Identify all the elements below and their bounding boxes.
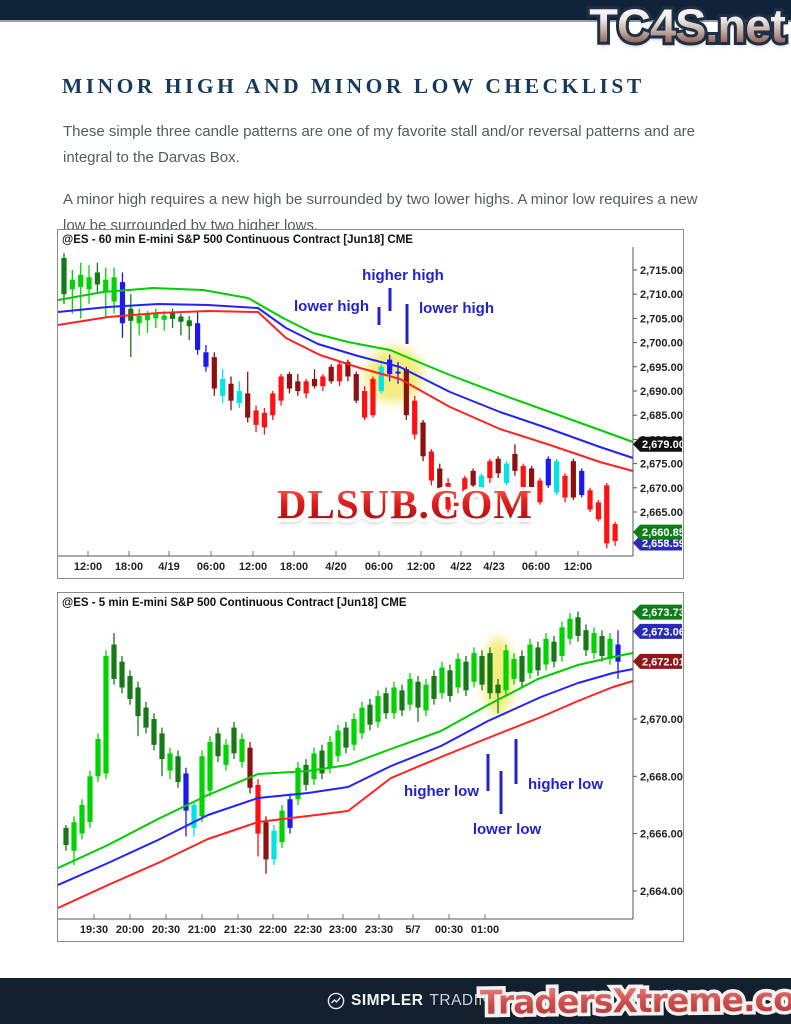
svg-text:2,710.00: 2,710.00 bbox=[640, 289, 683, 301]
svg-text:4/20: 4/20 bbox=[325, 561, 346, 573]
chart-5min-canvas: 2,670.00 2,668.00 2,666.00 2,664.00 19:30 20:… bbox=[58, 597, 683, 936]
svg-text:4/23: 4/23 bbox=[483, 561, 504, 573]
chart-5min: 2,670.00 2,668.00 2,666.00 2,664.00 19:30 20:… bbox=[57, 592, 684, 942]
brand-simpler: SIMPLER bbox=[351, 992, 424, 1009]
svg-text:20:30: 20:30 bbox=[152, 924, 180, 936]
candles bbox=[63, 611, 621, 874]
svg-text:2,670.00: 2,670.00 bbox=[640, 714, 683, 726]
svg-text:4/22: 4/22 bbox=[450, 561, 471, 573]
top-navy-bar bbox=[0, 0, 791, 22]
tc4s-watermark-outline: TC4S.net bbox=[586, 0, 789, 55]
footer-bar bbox=[0, 978, 791, 1024]
svg-text:2,679.00: 2,679.00 bbox=[642, 439, 683, 451]
price-marker-boxes: 2,679.00 2,658.592,660.85 bbox=[633, 436, 683, 551]
svg-text:18:00: 18:00 bbox=[115, 561, 143, 573]
page-title: MINOR HIGH AND MINOR LOW CHECKLIST bbox=[62, 74, 645, 99]
svg-text:2,673.73: 2,673.73 bbox=[642, 607, 683, 619]
svg-text:23:00: 23:00 bbox=[329, 924, 357, 936]
registered-mark: ® bbox=[509, 993, 514, 1000]
ma-green bbox=[58, 287, 634, 443]
intro-paragraph: These simple three candle patterns are o… bbox=[63, 123, 695, 166]
simpler-trading-icon bbox=[327, 992, 345, 1010]
svg-text:5/7: 5/7 bbox=[405, 924, 420, 936]
svg-text:2,668.00: 2,668.00 bbox=[640, 771, 683, 783]
tradersxtreme-text: TradersXtreme.com bbox=[480, 979, 791, 1022]
svg-text:2,673.06: 2,673.06 bbox=[642, 626, 683, 638]
ma-blue bbox=[58, 303, 634, 459]
tc4s-watermark: TC4S.net TC4S.net bbox=[586, 0, 789, 56]
svg-text:2,715.00: 2,715.00 bbox=[640, 265, 683, 277]
svg-text:2,665.00: 2,665.00 bbox=[640, 507, 683, 519]
svg-text:12:00: 12:00 bbox=[239, 561, 267, 573]
svg-text:2,700.00: 2,700.00 bbox=[640, 338, 683, 350]
svg-text:higher low: higher low bbox=[528, 776, 603, 793]
svg-text:2,705.00: 2,705.00 bbox=[640, 313, 683, 325]
simpler-trading-logo: SIMPLER TRADING ® bbox=[327, 992, 514, 1010]
brand-trading: TRADING bbox=[429, 992, 503, 1009]
svg-text:12:00: 12:00 bbox=[564, 561, 592, 573]
svg-text:2,660.85: 2,660.85 bbox=[642, 527, 683, 539]
svg-text:2,695.00: 2,695.00 bbox=[640, 362, 683, 374]
dlsub-watermark: DLSUB.COM DLSUB.COM bbox=[250, 477, 560, 531]
chart-60min-canvas: 2,715.00 2,710.00 2,705.00 2,700.00 2,695.00… bbox=[58, 234, 683, 573]
svg-text:06:00: 06:00 bbox=[365, 561, 393, 573]
svg-text:12:00: 12:00 bbox=[74, 561, 102, 573]
svg-text:2,675.00: 2,675.00 bbox=[640, 459, 683, 471]
svg-text:19:30: 19:30 bbox=[80, 924, 108, 936]
tradersxtreme-watermark: TradersXtreme.com TradersXtreme.com bbox=[476, 976, 791, 1024]
svg-text:higher low: higher low bbox=[404, 783, 479, 800]
svg-text:2,658.59: 2,658.59 bbox=[642, 538, 683, 550]
chart-60min: 2,715.00 2,710.00 2,705.00 2,700.00 2,695.00… bbox=[57, 229, 684, 579]
svg-text:22:00: 22:00 bbox=[259, 924, 287, 936]
dlsub-watermark-outline: DLSUB.COM bbox=[250, 477, 560, 531]
svg-text:lower low: lower low bbox=[473, 821, 542, 838]
svg-text:06:00: 06:00 bbox=[522, 561, 550, 573]
chart-header-title: @ES - 5 min E-mini S&P 500 Continuous Co… bbox=[62, 597, 407, 609]
dlsub-watermark-text: DLSUB.COM bbox=[276, 481, 534, 527]
svg-text:06:00: 06:00 bbox=[197, 561, 225, 573]
svg-text:22:30: 22:30 bbox=[294, 924, 322, 936]
svg-text:21:00: 21:00 bbox=[188, 924, 216, 936]
svg-text:2,666.00: 2,666.00 bbox=[640, 829, 683, 841]
svg-text:2,670.00: 2,670.00 bbox=[640, 483, 683, 495]
svg-text:2,690.00: 2,690.00 bbox=[640, 386, 683, 398]
svg-text:4/19: 4/19 bbox=[158, 561, 179, 573]
price-marker-boxes: 2,673.73 2,673.06 2,672.01 bbox=[633, 604, 683, 669]
svg-text:lower high: lower high bbox=[419, 300, 494, 317]
axes: 2,715.00 2,710.00 2,705.00 2,700.00 2,695.00… bbox=[58, 247, 683, 573]
chart-header-title: @ES - 60 min E-mini S&P 500 Continuous C… bbox=[62, 234, 413, 246]
tc4s-watermark-text: TC4S.net bbox=[589, 0, 786, 52]
svg-text:21:30: 21:30 bbox=[224, 924, 252, 936]
svg-text:higher high: higher high bbox=[362, 267, 444, 284]
svg-text:2,685.00: 2,685.00 bbox=[640, 410, 683, 422]
pattern-annotations: higher low lower low higher low bbox=[404, 739, 603, 838]
ma-green bbox=[58, 652, 634, 869]
ma-red bbox=[58, 680, 634, 909]
svg-text:20:00: 20:00 bbox=[116, 924, 144, 936]
svg-text:18:00: 18:00 bbox=[280, 561, 308, 573]
svg-text:12:00: 12:00 bbox=[407, 561, 435, 573]
svg-text:00:30: 00:30 bbox=[435, 924, 463, 936]
svg-text:lower high: lower high bbox=[294, 298, 369, 315]
ma-blue bbox=[58, 668, 634, 886]
axes: 2,670.00 2,668.00 2,666.00 2,664.00 19:30 20:… bbox=[58, 610, 683, 936]
svg-text:2,664.00: 2,664.00 bbox=[640, 886, 683, 898]
svg-text:2,672.01: 2,672.01 bbox=[642, 656, 683, 668]
pattern-annotations: higher high lower high lower high bbox=[294, 267, 494, 344]
svg-text:23:30: 23:30 bbox=[365, 924, 393, 936]
ma-red bbox=[58, 310, 634, 472]
svg-text:01:00: 01:00 bbox=[471, 924, 499, 936]
